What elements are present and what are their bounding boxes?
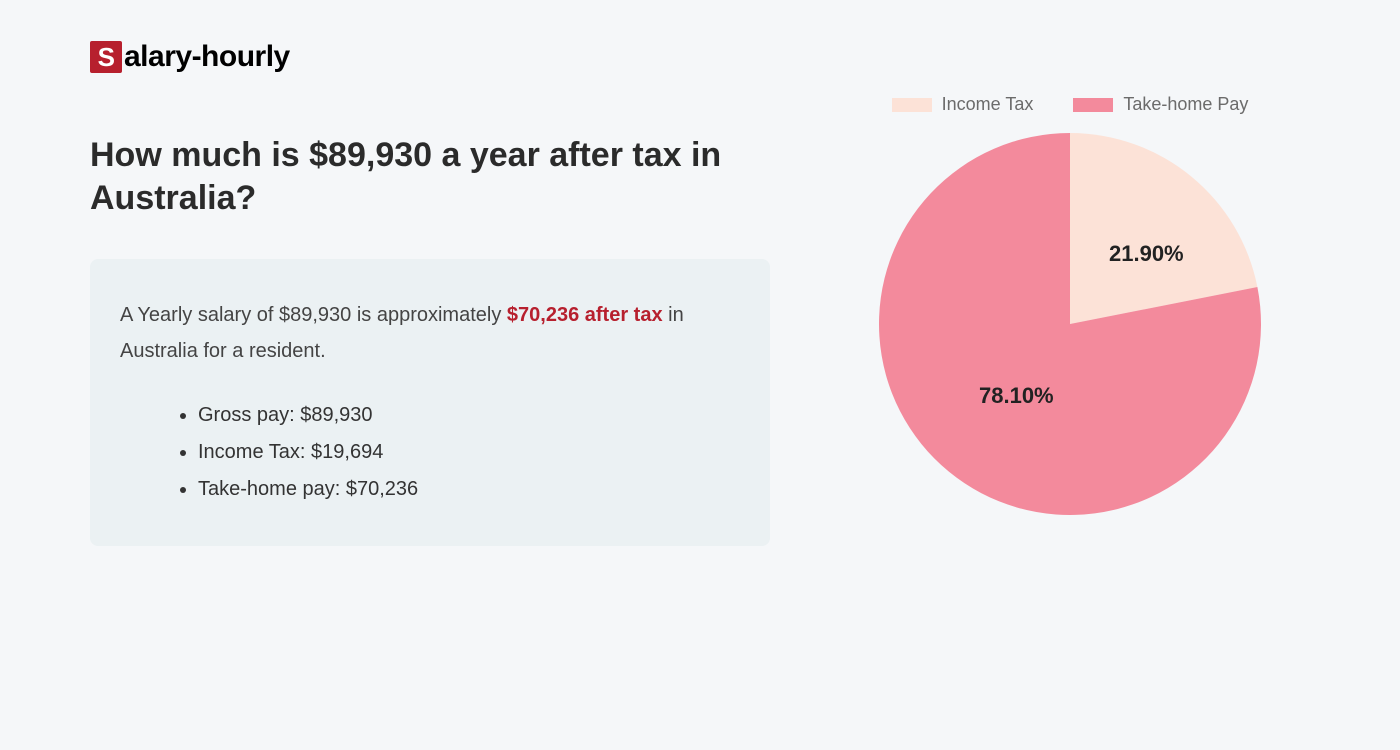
site-logo: Salary-hourly — [90, 40, 1310, 74]
summary-text: A Yearly salary of $89,930 is approximat… — [120, 297, 730, 369]
pie-chart: 21.90% 78.10% — [879, 133, 1261, 520]
left-column: How much is $89,930 a year after tax in … — [90, 134, 770, 546]
page-title: How much is $89,930 a year after tax in … — [90, 134, 770, 219]
slice-label-take-home: 78.10% — [979, 383, 1054, 409]
legend-swatch — [892, 98, 932, 112]
chart-legend: Income Tax Take-home Pay — [892, 94, 1249, 115]
summary-list: Gross pay: $89,930 Income Tax: $19,694 T… — [120, 397, 730, 508]
summary-highlight: $70,236 after tax — [507, 304, 663, 326]
legend-label: Take-home Pay — [1123, 94, 1248, 115]
list-item: Income Tax: $19,694 — [198, 434, 730, 471]
legend-item-take-home: Take-home Pay — [1073, 94, 1248, 115]
legend-label: Income Tax — [942, 94, 1034, 115]
legend-item-income-tax: Income Tax — [892, 94, 1034, 115]
list-item: Take-home pay: $70,236 — [198, 471, 730, 508]
logo-text: alary-hourly — [124, 40, 290, 74]
logo-badge: S — [90, 41, 122, 73]
summary-box: A Yearly salary of $89,930 is approximat… — [90, 259, 770, 546]
legend-swatch — [1073, 98, 1113, 112]
chart-column: Income Tax Take-home Pay 21.90% 78.10% — [830, 94, 1310, 546]
summary-prefix: A Yearly salary of $89,930 is approximat… — [120, 304, 507, 326]
slice-label-income-tax: 21.90% — [1109, 241, 1184, 267]
pie-svg — [879, 133, 1261, 515]
list-item: Gross pay: $89,930 — [198, 397, 730, 434]
